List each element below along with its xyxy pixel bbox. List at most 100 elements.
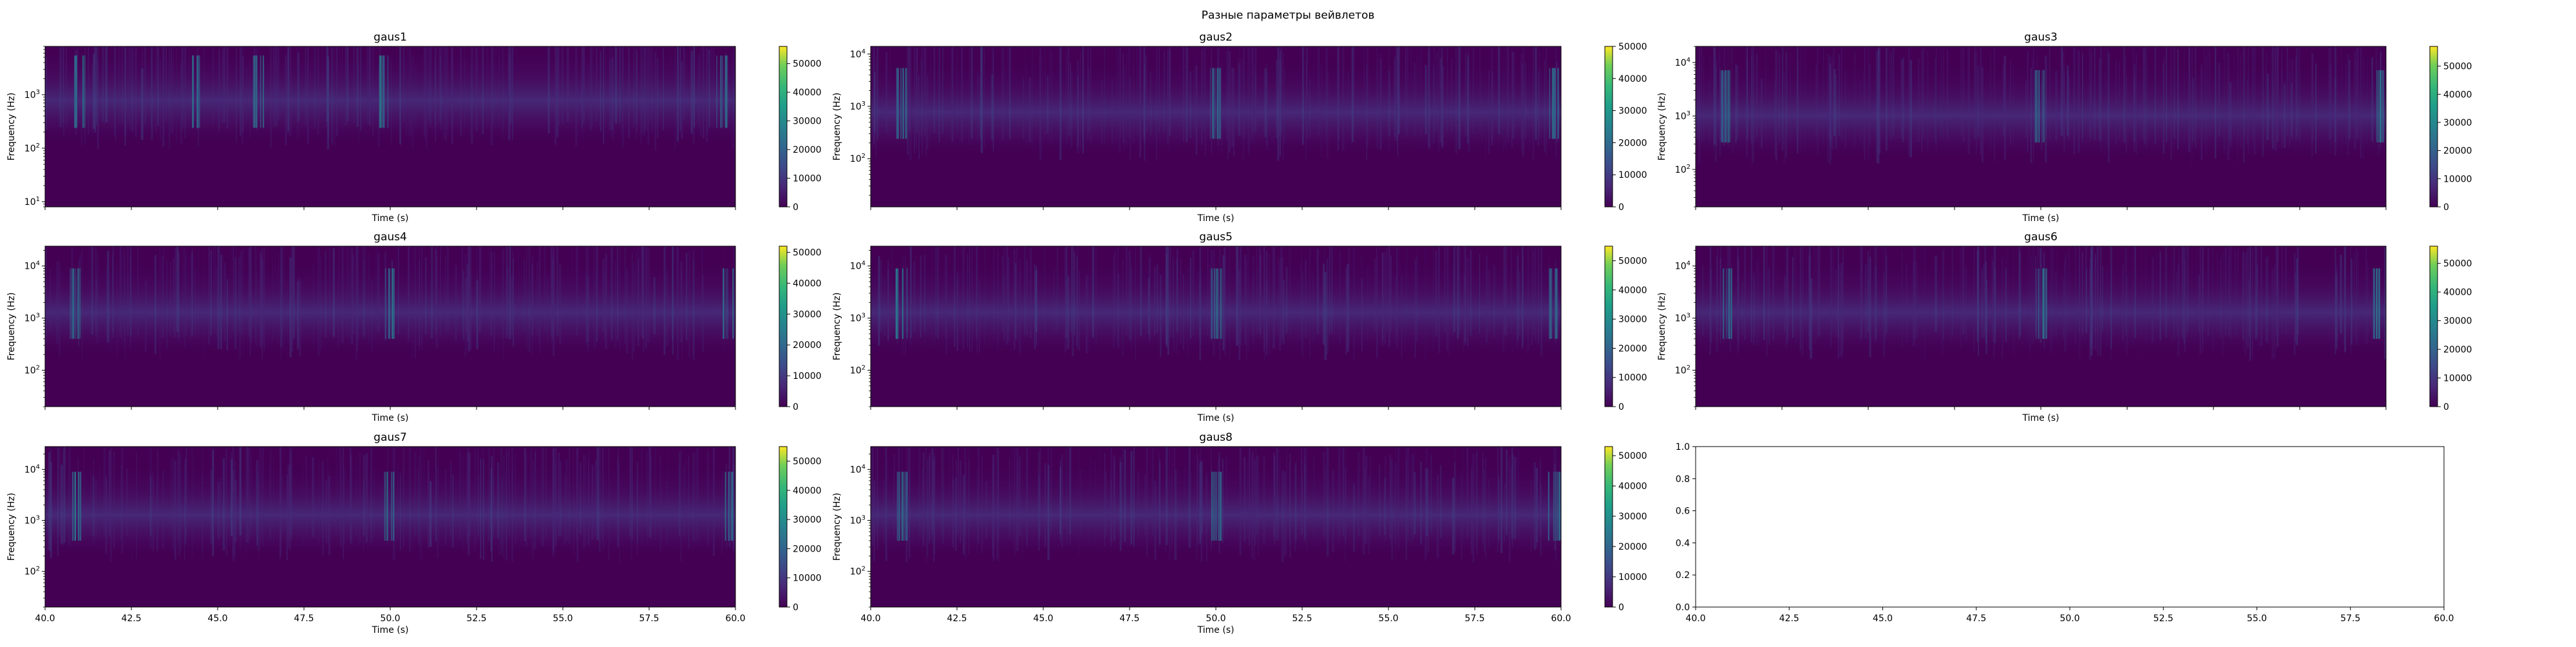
y-axis-label: Frequency (Hz): [1657, 293, 1667, 361]
subplot-gaus7: gaus7 102 103 104 Frequency (Hz) 40.0 42.5 45.0…: [6, 431, 822, 635]
y-tick-label: 0.4: [1676, 538, 1690, 548]
y-tick-label: 102: [24, 364, 40, 376]
heatmap-streaks: [873, 46, 1559, 161]
colorbar: 0 10000 20000 30000 40000 50000: [779, 446, 822, 613]
x-tick-label: 60.0: [2434, 613, 2454, 624]
y-axis-label: Frequency (Hz): [832, 293, 842, 361]
x-axis-label: Time (s): [1197, 625, 1235, 635]
colorbar-tick-label: 0: [793, 603, 799, 613]
x-axis-label: Time (s): [1197, 213, 1235, 224]
heatmap-energy-band: [45, 464, 735, 556]
colorbar-tick-label: 0: [2443, 402, 2449, 412]
heatmap-streaks: [46, 46, 735, 150]
y-tick-label: 103: [1675, 110, 1690, 122]
y-tick-label: 102: [1675, 364, 1690, 376]
colorbar-tick-label: 30000: [793, 309, 822, 320]
colorbar-tick-label: 50000: [2443, 62, 2472, 72]
y-axis-ticks: 102 103 104: [850, 250, 871, 407]
y-tick-label: 0.2: [1676, 570, 1690, 581]
y-tick-label: 1.0: [1676, 442, 1690, 452]
subplot-title: gaus2: [1199, 31, 1233, 44]
colorbar-tick-label: 10000: [2443, 374, 2472, 384]
colorbar-tick-label: 20000: [2443, 146, 2472, 157]
x-axis-ticks: [870, 407, 1562, 410]
heatmap-energy-band: [871, 61, 1561, 155]
y-tick-label: 104: [1675, 57, 1690, 68]
y-axis-label: Frequency (Hz): [832, 93, 842, 161]
heatmap-streaks: [45, 246, 736, 361]
colorbar: 0 10000 20000 30000 40000 50000: [779, 246, 822, 412]
x-tick-label: 47.5: [294, 613, 314, 624]
colorbar-tick-label: 40000: [793, 486, 822, 496]
x-axis-label: Time (s): [2022, 213, 2060, 224]
heatmap-streaks: [46, 447, 735, 563]
colorbar-gradient: [1604, 246, 1613, 407]
colorbar-tick-label: 30000: [1618, 106, 1647, 117]
y-axis-ticks: 102 103 104: [850, 454, 871, 608]
heatmap-energy-band: [45, 260, 735, 355]
x-axis-ticks: [870, 207, 1562, 210]
x-tick-label: 47.5: [1966, 613, 1986, 624]
y-axis-ticks: 102 103 104: [24, 250, 45, 407]
y-tick-label: 102: [24, 566, 40, 577]
x-tick-label: 42.5: [121, 613, 141, 624]
colorbar-tick-label: 10000: [1618, 373, 1647, 383]
y-tick-label: 103: [1675, 313, 1690, 324]
colorbar-tick-label: 20000: [1618, 138, 1647, 148]
colorbar-tick-label: 0: [793, 202, 799, 213]
y-axis-ticks: 101 102 103: [24, 46, 45, 208]
x-tick-label: 52.5: [2154, 613, 2174, 624]
y-tick-label: 104: [24, 260, 40, 272]
colorbar: 0 10000 20000 30000 40000 50000: [1604, 42, 1647, 213]
y-tick-label: 102: [1675, 164, 1690, 175]
x-tick-label: 45.0: [1873, 613, 1893, 624]
colorbar-gradient: [779, 46, 788, 208]
x-tick-label: 40.0: [1685, 613, 1705, 624]
subplot-gaus3: gaus3 102 103 104 Frequency (Hz) Time (s) 0 100…: [1657, 31, 2472, 224]
x-tick-label: 60.0: [725, 613, 745, 624]
y-tick-label: 104: [850, 463, 866, 475]
colorbar-tick-label: 20000: [793, 145, 822, 155]
x-tick-label: 55.0: [1378, 613, 1398, 624]
colorbar: 0 10000 20000 30000 40000 50000: [2429, 46, 2472, 213]
colorbar-tick-label: 0: [1618, 202, 1624, 213]
x-tick-label: 50.0: [1206, 613, 1226, 624]
colorbar-tick-label: 20000: [1618, 343, 1647, 354]
colorbar-gradient: [1604, 446, 1613, 608]
colorbar-tick-label: 10000: [2443, 174, 2472, 184]
y-tick-label: 103: [850, 313, 866, 324]
colorbar-tick-label: 30000: [1618, 512, 1647, 522]
x-tick-label: 57.5: [1464, 613, 1484, 624]
colorbar-tick-label: 40000: [1618, 285, 1647, 296]
x-tick-label: 57.5: [2340, 613, 2360, 624]
x-axis-label: Time (s): [2022, 413, 2060, 423]
subplot-title: gaus7: [374, 431, 407, 444]
colorbar-gradient: [779, 446, 788, 608]
colorbar-tick-label: 50000: [1618, 42, 1647, 52]
colorbar-tick-label: 40000: [1618, 74, 1647, 84]
y-axis-label: Frequency (Hz): [1657, 93, 1667, 161]
x-tick-label: 40.0: [35, 613, 55, 624]
colorbar-tick-label: 10000: [793, 574, 822, 584]
colorbar-tick-label: 20000: [1618, 542, 1647, 552]
colorbar-tick-label: 10000: [793, 371, 822, 381]
y-tick-label: 0.6: [1676, 507, 1690, 517]
x-axis-ticks: [1695, 207, 2387, 210]
subplot-gaus6: gaus6 102 103 104 Frequency (Hz) Time (s) 0 100…: [1657, 231, 2472, 423]
y-axis-ticks: 102 103 104: [1675, 46, 1696, 208]
colorbar-gradient: [779, 246, 788, 407]
y-tick-label: 0.0: [1676, 603, 1690, 613]
colorbar-tick-label: 0: [793, 402, 799, 412]
colorbar-tick-label: 30000: [793, 515, 822, 525]
colorbar-tick-label: 50000: [2443, 259, 2472, 269]
heatmap-streaks: [1696, 46, 2385, 166]
y-tick-label: 104: [850, 260, 866, 272]
colorbar-tick-label: 20000: [793, 340, 822, 351]
subplot-title: gaus1: [374, 31, 407, 44]
heatmap-energy-band: [1696, 260, 2386, 355]
colorbar-tick-label: 0: [2443, 202, 2449, 213]
x-axis-label: Time (s): [372, 413, 409, 423]
x-axis-ticks: 40.0 42.5 45.0 47.5 50.0 52.5 55.0 57.5 60.0: [860, 607, 1571, 624]
subplot-gaus2: gaus2 102 103 104 Frequency (Hz) Time (s) 0 100…: [832, 31, 1647, 224]
